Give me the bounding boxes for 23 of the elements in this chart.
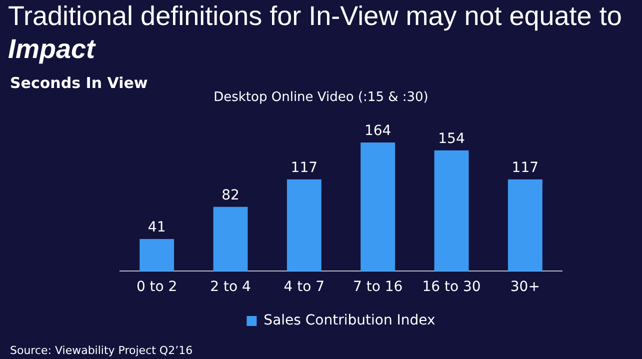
bar: [360, 142, 396, 272]
chart-subtitle: Seconds In View: [10, 74, 148, 92]
x-tick-label: 7 to 16: [352, 279, 403, 296]
x-tick-label: 0 to 2: [136, 279, 178, 296]
legend-label: Sales Contribution Index: [264, 312, 436, 329]
bar: [213, 206, 248, 272]
data-label: 82: [222, 188, 240, 204]
source-note: Source: Viewability Project Q2’16: [10, 344, 193, 357]
x-tick-label: 30+: [510, 279, 540, 296]
bar: [286, 179, 322, 272]
bar: [140, 239, 174, 272]
data-label: 117: [290, 160, 318, 176]
text: Desktop Online Video (:15 & :30): [214, 90, 428, 105]
chart-title: Traditional definitions for In-View may not equate to Impact: [8, 0, 623, 66]
data-label: 164: [364, 123, 392, 140]
data-label: 154: [438, 131, 465, 148]
bar: [508, 179, 542, 272]
x-tick-label: 16 to 30: [422, 279, 481, 296]
x-tick-label: 2 to 4: [210, 279, 251, 296]
x-tick-label: 4 to 7: [284, 279, 325, 296]
data-label: 41: [148, 220, 166, 236]
bar: [434, 150, 469, 272]
data-label: 117: [512, 160, 539, 176]
